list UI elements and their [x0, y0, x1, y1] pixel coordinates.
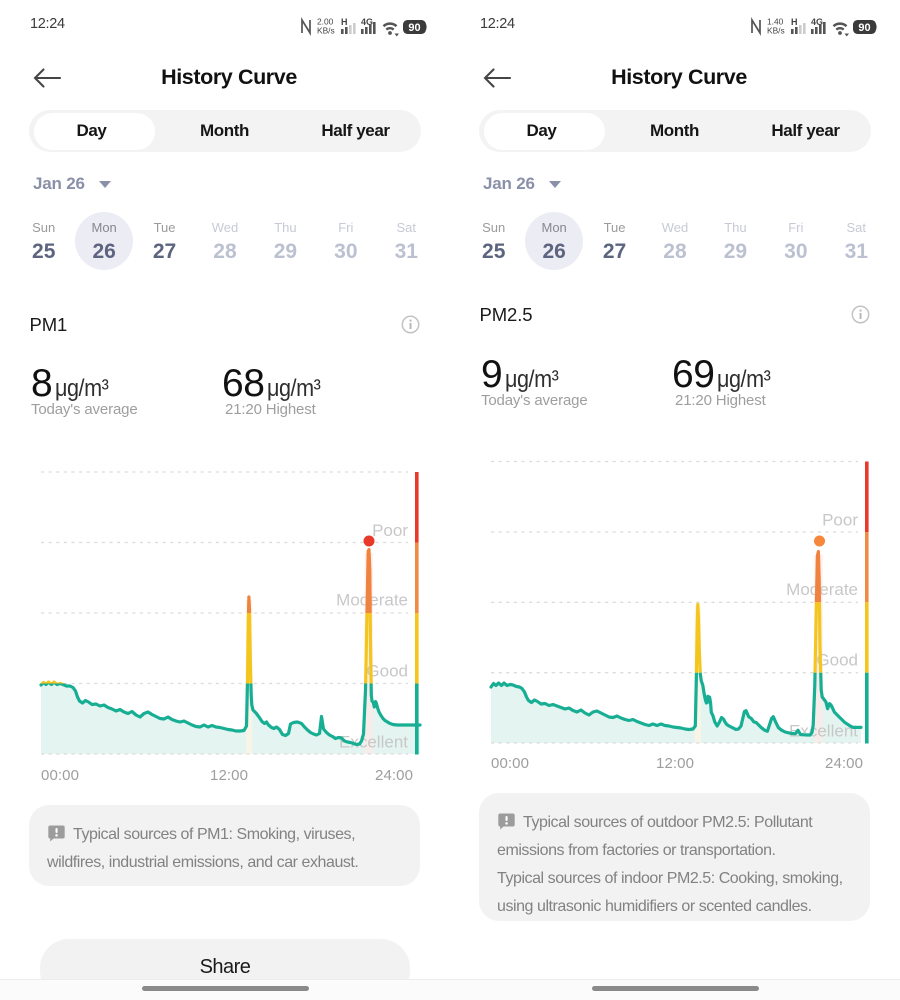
- svg-text:Excellent: Excellent: [339, 733, 408, 752]
- svg-text:4G: 4G: [361, 17, 373, 27]
- svg-text:Poor: Poor: [822, 511, 858, 530]
- svg-text:Moderate: Moderate: [786, 580, 858, 599]
- svg-text:1.40: 1.40: [767, 17, 784, 27]
- svg-text:90: 90: [408, 22, 420, 34]
- svg-text:H: H: [791, 17, 798, 27]
- svg-text:Poor: Poor: [372, 521, 408, 540]
- svg-text:H: H: [341, 17, 348, 27]
- svg-text:KB/s: KB/s: [767, 26, 785, 36]
- svg-text:Good: Good: [816, 651, 858, 670]
- svg-text:Good: Good: [366, 662, 408, 681]
- svg-text:4G: 4G: [811, 17, 823, 27]
- svg-text:90: 90: [858, 22, 870, 34]
- svg-text:Moderate: Moderate: [336, 591, 408, 610]
- svg-text:KB/s: KB/s: [317, 26, 335, 36]
- svg-text:2.00: 2.00: [317, 17, 334, 27]
